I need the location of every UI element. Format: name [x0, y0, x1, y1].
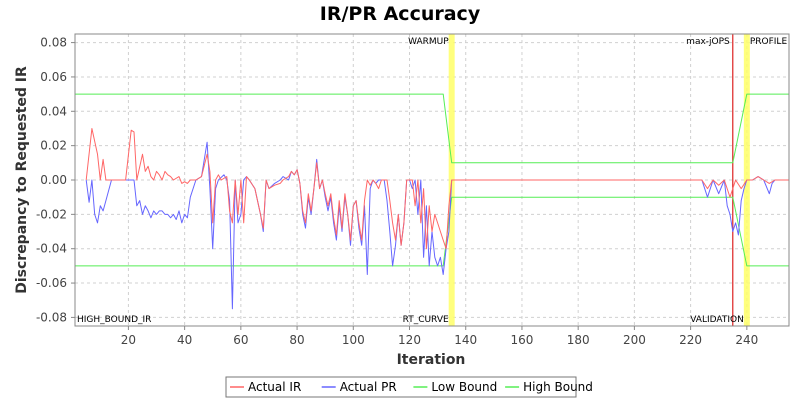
x-tick-label: 60 [233, 333, 248, 347]
x-tick-label: 220 [679, 333, 702, 347]
series-line-low-bound [75, 196, 789, 267]
legend-label: Low Bound [431, 380, 497, 394]
x-tick-label: 100 [342, 333, 365, 347]
x-tick-label: 80 [289, 333, 304, 347]
x-tick-label: 240 [735, 333, 758, 347]
legend: Actual IR Actual PR Low Bound High Bound [225, 376, 593, 398]
y-tick-label: -0.02 [36, 207, 67, 221]
y-axis-label: Discrepancy to Requested IR [14, 66, 30, 294]
y-tick-label: 0.08 [40, 36, 67, 50]
marker-bottom-label: VALIDATION [690, 315, 744, 325]
legend-box [225, 376, 577, 398]
marker-bottom-label: RT_CURVE [403, 315, 449, 325]
x-tick-label: 180 [567, 333, 590, 347]
y-tick-label: 0.06 [40, 70, 67, 84]
plot-area: 20 40 60 80 100 120 140 160 180 200 220 240 -0.08 -0.… [36, 33, 790, 347]
y-tick-label: 0.02 [40, 139, 67, 153]
marker-top-label: max-jOPS [686, 37, 730, 47]
x-tick-label: 140 [454, 333, 477, 347]
y-tick-label: -0.06 [36, 276, 67, 290]
x-tick-label: 160 [510, 333, 533, 347]
corner-label: HIGH_BOUND_IR [77, 315, 151, 325]
legend-label: Actual IR [248, 380, 301, 394]
series-line-high-bound [75, 93, 789, 164]
x-tick-label: 20 [121, 333, 136, 347]
x-tick-label: 200 [623, 333, 646, 347]
y-tick-label: 0.00 [40, 173, 67, 187]
chart-title: IR/PR Accuracy [320, 3, 481, 25]
y-tick-label: -0.08 [36, 310, 67, 324]
x-axis-label: Iteration [397, 352, 466, 368]
y-tick-label: 0.04 [40, 104, 67, 118]
series-line-actual-ir [85, 128, 789, 250]
legend-label: Actual PR [340, 380, 397, 394]
marker-top-label: WARMUP [408, 37, 449, 47]
marker-top-label: PROFILE [750, 37, 788, 47]
x-tick-label: 120 [398, 333, 421, 347]
y-tick-label: -0.04 [36, 242, 67, 256]
legend-label: High Bound [523, 380, 593, 394]
x-tick-label: 40 [177, 333, 192, 347]
